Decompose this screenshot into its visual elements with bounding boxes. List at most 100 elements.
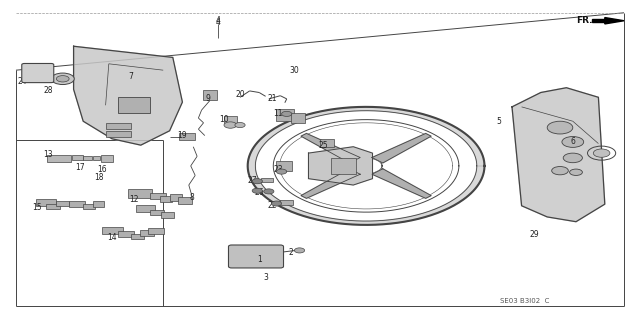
Bar: [93, 201, 104, 207]
Circle shape: [51, 73, 74, 85]
Bar: [203, 90, 217, 100]
Polygon shape: [372, 133, 431, 163]
Bar: [276, 109, 294, 121]
Text: 29: 29: [529, 230, 540, 239]
Text: 4: 4: [215, 18, 220, 27]
Bar: [93, 156, 100, 160]
Text: 24: 24: [17, 77, 28, 86]
Bar: [161, 212, 174, 218]
FancyBboxPatch shape: [22, 63, 54, 83]
Bar: [83, 204, 95, 209]
Text: 21: 21: [268, 94, 276, 103]
Text: 15: 15: [32, 203, 42, 212]
Bar: [102, 227, 123, 234]
Text: 27: 27: [248, 176, 258, 185]
Text: SE03 B3I02  C: SE03 B3I02 C: [500, 299, 550, 304]
Circle shape: [294, 248, 305, 253]
Polygon shape: [308, 147, 372, 185]
Text: 20: 20: [235, 90, 245, 99]
Bar: [131, 234, 144, 239]
Circle shape: [276, 169, 287, 174]
Polygon shape: [248, 107, 484, 225]
Bar: [224, 116, 237, 123]
Bar: [101, 155, 113, 162]
Text: 10: 10: [219, 115, 229, 124]
Bar: [150, 210, 164, 215]
Bar: [56, 201, 69, 206]
Polygon shape: [301, 133, 360, 163]
Circle shape: [562, 137, 584, 147]
Bar: [178, 197, 192, 204]
Circle shape: [593, 149, 610, 157]
Bar: [83, 156, 92, 160]
Text: 17: 17: [75, 163, 85, 172]
Text: 9: 9: [205, 94, 211, 103]
Text: 8: 8: [189, 193, 195, 202]
Text: FR.: FR.: [576, 16, 593, 25]
Text: 1: 1: [257, 256, 262, 264]
Text: 16: 16: [97, 165, 108, 174]
Circle shape: [235, 122, 245, 128]
Bar: [106, 131, 131, 137]
Bar: [136, 205, 155, 212]
Text: 4: 4: [215, 16, 220, 25]
Circle shape: [264, 189, 274, 194]
Polygon shape: [592, 19, 608, 22]
Bar: [47, 155, 71, 162]
Text: 28: 28: [44, 86, 53, 95]
Circle shape: [224, 122, 237, 128]
Bar: [69, 201, 85, 207]
Bar: [150, 193, 166, 199]
Text: 13: 13: [43, 150, 53, 159]
Bar: [291, 113, 305, 123]
Polygon shape: [74, 46, 182, 145]
Bar: [179, 133, 195, 140]
Text: H: H: [34, 68, 42, 78]
Bar: [160, 196, 172, 202]
Polygon shape: [605, 18, 624, 24]
Polygon shape: [512, 88, 605, 222]
Circle shape: [282, 111, 292, 116]
Bar: [140, 230, 154, 236]
Bar: [118, 97, 150, 113]
Circle shape: [56, 76, 69, 82]
Text: 6: 6: [570, 137, 575, 146]
Circle shape: [563, 153, 582, 163]
Bar: [280, 200, 293, 205]
Text: 26: 26: [254, 189, 264, 197]
Text: 2: 2: [289, 248, 294, 256]
Text: 19: 19: [177, 131, 188, 140]
Text: 14: 14: [107, 233, 117, 242]
Polygon shape: [301, 169, 360, 198]
Bar: [118, 231, 134, 237]
Bar: [128, 189, 152, 198]
Circle shape: [547, 121, 573, 134]
Text: 12: 12: [130, 195, 139, 204]
Bar: [320, 139, 334, 147]
Bar: [148, 228, 164, 234]
Bar: [46, 204, 60, 209]
Circle shape: [552, 167, 568, 175]
Text: 5: 5: [497, 117, 502, 126]
Text: 7: 7: [129, 72, 134, 81]
Text: 30: 30: [289, 66, 300, 75]
Text: 23: 23: [273, 165, 284, 174]
Bar: [261, 178, 273, 182]
Text: 25: 25: [318, 141, 328, 150]
Bar: [36, 199, 56, 206]
Circle shape: [570, 169, 582, 175]
Text: 3: 3: [263, 273, 268, 282]
FancyBboxPatch shape: [228, 245, 284, 268]
Circle shape: [252, 179, 262, 184]
Text: 11: 11: [274, 109, 283, 118]
Circle shape: [252, 188, 262, 193]
Text: 22: 22: [268, 201, 276, 210]
Bar: [276, 161, 292, 171]
Bar: [106, 123, 131, 129]
Bar: [170, 194, 182, 201]
Polygon shape: [372, 169, 431, 198]
Bar: [331, 158, 356, 174]
Circle shape: [271, 201, 282, 206]
Text: 18: 18: [95, 173, 104, 182]
Bar: [72, 155, 83, 160]
